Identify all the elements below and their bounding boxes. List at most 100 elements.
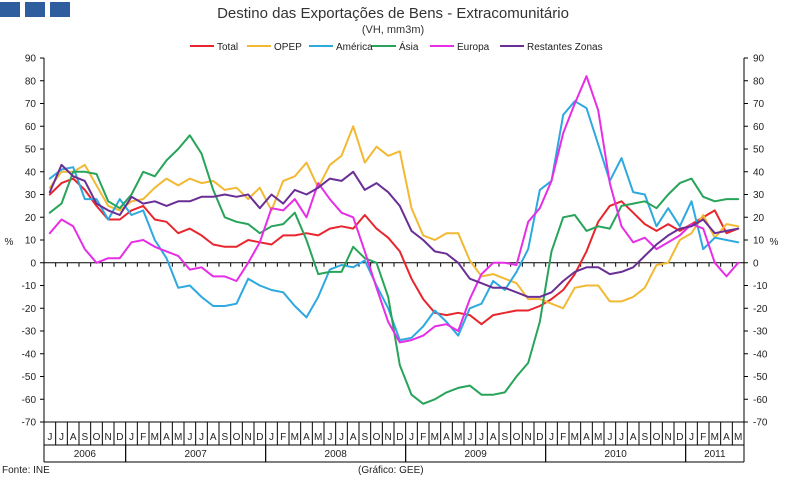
legend: Total OPEP América Ásia Europa Restantes Zona… (190, 40, 603, 53)
x-tick-label: J (549, 432, 554, 443)
y-tick-label-right: -20 (753, 304, 768, 315)
x-tick-label: N (525, 432, 532, 443)
x-tick-label: A (630, 432, 637, 443)
y-tick-label-right: 60 (753, 122, 765, 133)
logo-block (25, 2, 45, 17)
x-tick-label: M (734, 432, 742, 443)
y-tick-label-right: 90 (753, 54, 765, 65)
x-tick-label: O (513, 432, 521, 443)
legend-label: Ásia (399, 40, 419, 53)
x-tick-label: M (174, 432, 182, 443)
y-tick-label-right: -10 (753, 281, 768, 292)
legend-label: Restantes Zonas (527, 42, 603, 53)
x-tick-label: D (256, 432, 263, 443)
x-tick-label: D (116, 432, 123, 443)
source-note: Fonte: INE (2, 465, 50, 476)
year-label: 2011 (704, 449, 726, 460)
x-tick-label: F (700, 432, 706, 443)
x-tick-label: A (163, 432, 170, 443)
series-group (48, 75, 740, 405)
y-tick-label-left: -20 (22, 304, 37, 315)
x-tick-label: J (479, 432, 484, 443)
x-tick-label: A (723, 432, 730, 443)
series-line-america (48, 100, 740, 342)
y-tick-label-left: -10 (22, 281, 37, 292)
y-tick-label-left: 0 (30, 258, 36, 269)
x-tick-label: A (303, 432, 310, 443)
x-tick-label: M (454, 432, 462, 443)
x-tick-label: A (490, 432, 497, 443)
x-tick-label: S (221, 432, 228, 443)
series-line-europa (48, 75, 740, 344)
y-tick-label-left: 80 (25, 76, 37, 87)
x-tick-label: J (187, 432, 192, 443)
x-tick-label: J (689, 432, 694, 443)
x-tick-label: J (619, 432, 624, 443)
x-tick-label: M (431, 432, 439, 443)
year-label: 2007 (185, 449, 208, 460)
x-tick-label: S (641, 432, 648, 443)
logo-block (0, 2, 20, 17)
y-tick-label-left: -30 (22, 327, 37, 338)
legend-label: Europa (457, 42, 490, 53)
x-tick-label: J (269, 432, 274, 443)
y-tick-label-right: -60 (753, 395, 768, 406)
y-axis-label-right: % (770, 237, 779, 248)
logo-block (50, 2, 70, 17)
x-tick-label: M (594, 432, 602, 443)
series-line-asia (48, 134, 740, 405)
y-tick-label-left: -60 (22, 395, 37, 406)
x-tick-label: S (501, 432, 508, 443)
year-label: 2008 (325, 449, 348, 460)
x-tick-label: D (676, 432, 683, 443)
y-tick-label-left: 50 (25, 145, 37, 156)
y-tick-label-left: -70 (22, 418, 37, 429)
y-tick-label-right: -70 (753, 418, 768, 429)
x-tick-label: F (140, 432, 146, 443)
y-tick-label-right: 50 (753, 145, 765, 156)
legend-label: América (336, 42, 373, 53)
y-tick-label-right: 10 (753, 236, 765, 247)
x-tick-label: J (467, 432, 472, 443)
y-tick-label-left: 70 (25, 99, 37, 110)
x-tick-label: N (385, 432, 392, 443)
x-tick-label: D (396, 432, 403, 443)
year-label: 2010 (605, 449, 628, 460)
y-tick-label-right: 20 (753, 213, 765, 224)
y-tick-label-right: -40 (753, 349, 768, 360)
y-tick-label-left: 30 (25, 190, 37, 201)
x-tick-label: F (280, 432, 286, 443)
axes: -70 -70 -60 -60 -50 -50 -40 -40 -30 -30 -20 -20 -10 -… (5, 54, 779, 429)
x-tick-label: F (560, 432, 566, 443)
series-line-total (48, 177, 740, 326)
x-tick-label: J (59, 432, 64, 443)
series-line-restantes-zonas (48, 163, 740, 298)
x-tick-label: O (93, 432, 101, 443)
chart-subtitle: (VH, mm3m) (361, 24, 425, 36)
x-tick-label: A (210, 432, 217, 443)
x-tick-label: N (245, 432, 252, 443)
legend-label: Total (217, 42, 238, 53)
y-tick-label-right: 40 (753, 167, 765, 178)
y-tick-label-right: 0 (753, 258, 759, 269)
y-tick-label-right: 80 (753, 76, 765, 87)
year-label: 2009 (465, 449, 488, 460)
year-label: 2006 (74, 449, 97, 460)
x-tick-label: S (361, 432, 368, 443)
x-tick-label: A (350, 432, 357, 443)
y-tick-label-right: -50 (753, 372, 768, 383)
x-tick-label: M (711, 432, 719, 443)
y-tick-label-left: 90 (25, 54, 37, 65)
x-tick-label: J (339, 432, 344, 443)
x-tick-label: M (314, 432, 322, 443)
x-tick-label: J (199, 432, 204, 443)
y-tick-label-left: -40 (22, 349, 37, 360)
y-tick-label-right: 70 (753, 99, 765, 110)
y-tick-label-left: 60 (25, 122, 37, 133)
legend-label: OPEP (274, 42, 302, 53)
x-tick-label: J (409, 432, 414, 443)
x-tick-label: A (443, 432, 450, 443)
y-axis-label-left: % (5, 237, 14, 248)
x-tick-label: J (129, 432, 134, 443)
series-line-opep (48, 125, 740, 310)
